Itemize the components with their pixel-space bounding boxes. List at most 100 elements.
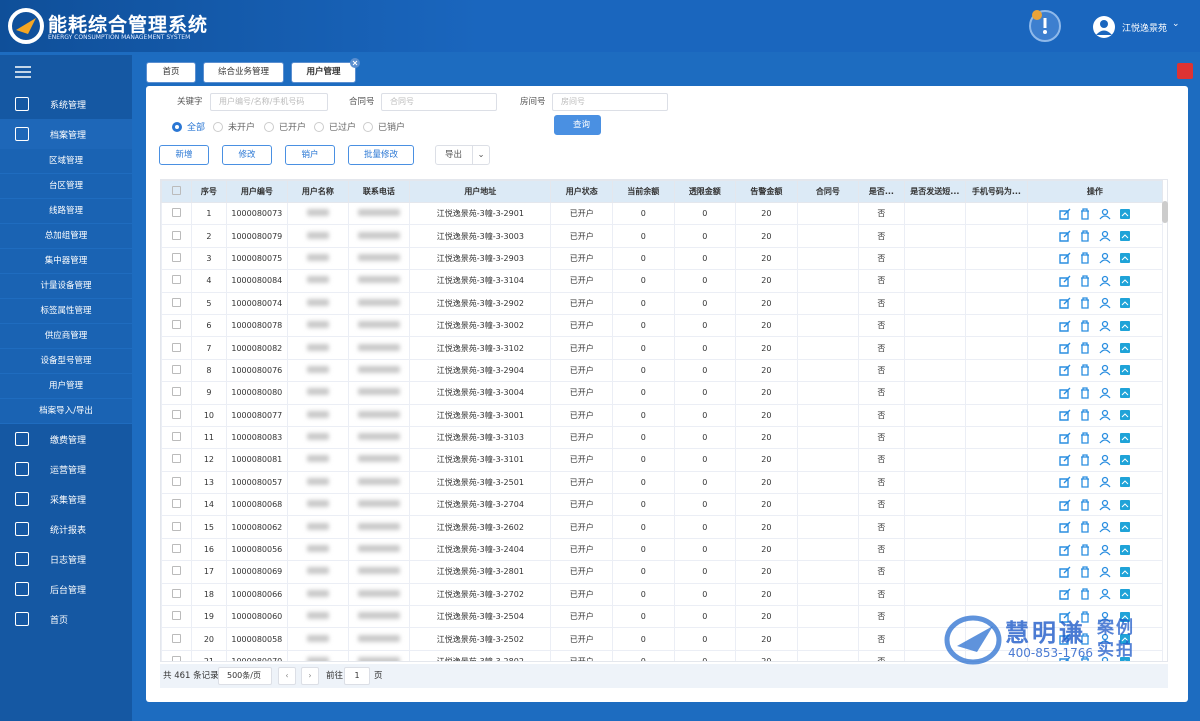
edit-button[interactable]	[1059, 320, 1071, 332]
detail-button[interactable]	[1119, 208, 1131, 220]
checkbox[interactable]	[172, 387, 182, 397]
user-button[interactable]	[1099, 364, 1111, 376]
detail-button[interactable]	[1119, 633, 1131, 645]
scrollbar[interactable]	[1162, 201, 1168, 223]
search-button[interactable]: 查询	[554, 115, 601, 135]
edit-button[interactable]	[1059, 252, 1071, 265]
status-radio[interactable]: 已开户	[264, 120, 306, 133]
checkbox[interactable]	[172, 476, 182, 486]
edit-button[interactable]	[1059, 611, 1071, 623]
delete-button[interactable]	[1079, 633, 1091, 645]
detail-button[interactable]	[1119, 521, 1131, 533]
detail-button[interactable]	[1119, 297, 1131, 309]
submenu-item[interactable]: 计量设备管理	[0, 274, 132, 299]
submenu-item[interactable]: 供应商管理	[0, 324, 132, 349]
page-size-select[interactable]: 500条/页	[218, 667, 272, 685]
edit-button[interactable]	[1059, 364, 1071, 377]
delete-button[interactable]	[1079, 252, 1091, 265]
edit-button[interactable]	[1059, 387, 1071, 399]
checkbox[interactable]	[172, 611, 182, 621]
checkbox[interactable]	[172, 275, 182, 285]
export-button[interactable]: 导出 ⌄	[435, 145, 490, 165]
user-button[interactable]	[1099, 544, 1111, 556]
checkbox[interactable]	[172, 409, 182, 419]
status-radio[interactable]: 未开户	[213, 120, 255, 133]
checkbox[interactable]	[172, 544, 182, 554]
menu-item[interactable]: 档案管理	[0, 119, 132, 149]
delete-button[interactable]	[1079, 364, 1091, 377]
checkbox[interactable]	[172, 297, 182, 307]
user-button[interactable]	[1099, 342, 1111, 354]
delete-button[interactable]	[1079, 543, 1091, 556]
detail-button[interactable]	[1119, 342, 1131, 354]
delete-button[interactable]	[1079, 409, 1091, 421]
edit-button[interactable]	[1059, 633, 1071, 645]
detail-button[interactable]	[1119, 230, 1131, 242]
tab[interactable]: 综合业务管理	[203, 62, 284, 83]
edit-button[interactable]	[1059, 566, 1071, 578]
user-button[interactable]	[1099, 566, 1111, 578]
delete-button[interactable]	[1079, 611, 1091, 623]
detail-button[interactable]	[1119, 432, 1131, 444]
detail-button[interactable]	[1119, 364, 1131, 376]
menu-item[interactable]: 运营管理	[0, 454, 132, 484]
user-button[interactable]	[1099, 633, 1111, 645]
menu-toggle[interactable]	[15, 66, 31, 78]
submenu-item[interactable]: 用户管理	[0, 374, 132, 399]
user-button[interactable]	[1099, 230, 1111, 242]
checkbox[interactable]	[172, 432, 182, 442]
checkbox[interactable]	[172, 566, 182, 576]
checkbox[interactable]	[172, 521, 182, 531]
edit-button[interactable]	[1059, 656, 1071, 663]
user-button[interactable]	[1099, 387, 1111, 399]
submenu-item[interactable]: 档案导入/导出	[0, 399, 132, 424]
checkbox[interactable]	[172, 252, 182, 262]
delete-button[interactable]	[1079, 387, 1091, 399]
delete-button[interactable]	[1079, 230, 1091, 242]
toolbar-button[interactable]: 销户	[285, 145, 335, 165]
delete-button[interactable]	[1079, 476, 1091, 489]
checkbox[interactable]	[172, 454, 182, 464]
user-button[interactable]	[1099, 275, 1111, 287]
detail-button[interactable]	[1119, 409, 1131, 421]
edit-button[interactable]	[1059, 409, 1071, 421]
delete-button[interactable]	[1079, 275, 1091, 287]
toolbar-button[interactable]: 修改	[222, 145, 272, 165]
checkbox[interactable]	[172, 208, 182, 218]
menu-item[interactable]: 首页	[0, 604, 132, 634]
user-button[interactable]	[1099, 208, 1111, 220]
toolbar-button[interactable]: 批量修改	[348, 145, 414, 165]
submenu-item[interactable]: 总加组管理	[0, 224, 132, 249]
detail-button[interactable]	[1119, 588, 1131, 600]
user-button[interactable]	[1099, 499, 1111, 511]
edit-button[interactable]	[1059, 499, 1071, 511]
user-button[interactable]	[1099, 432, 1111, 444]
delete-button[interactable]	[1079, 499, 1091, 511]
page-input[interactable]: 1	[344, 667, 370, 685]
checkbox[interactable]	[172, 186, 182, 195]
detail-button[interactable]	[1119, 544, 1131, 556]
detail-button[interactable]	[1119, 252, 1131, 264]
edit-button[interactable]	[1059, 230, 1071, 242]
detail-button[interactable]	[1119, 320, 1131, 332]
checkbox[interactable]	[172, 364, 182, 374]
user-button[interactable]	[1099, 588, 1111, 600]
menu-item[interactable]: 采集管理	[0, 484, 132, 514]
detail-button[interactable]	[1119, 499, 1131, 511]
delete-button[interactable]	[1079, 454, 1091, 466]
submenu-item[interactable]: 台区管理	[0, 174, 132, 199]
status-radio[interactable]: 全部	[172, 120, 205, 133]
toolbar-button[interactable]: 新增	[159, 145, 209, 165]
edit-button[interactable]	[1059, 432, 1071, 444]
status-radio[interactable]: 已销户	[363, 120, 405, 133]
submenu-item[interactable]: 线路管理	[0, 199, 132, 224]
tab-active[interactable]: 用户管理	[291, 62, 356, 83]
status-radio[interactable]: 已过户	[314, 120, 356, 133]
menu-item[interactable]: 系统管理	[0, 89, 132, 119]
checkbox[interactable]	[172, 320, 182, 330]
user-button[interactable]	[1099, 454, 1111, 466]
detail-button[interactable]	[1119, 566, 1131, 578]
edit-button[interactable]	[1059, 588, 1071, 601]
notice-icon[interactable]	[1028, 8, 1062, 42]
delete-button[interactable]	[1079, 319, 1091, 332]
